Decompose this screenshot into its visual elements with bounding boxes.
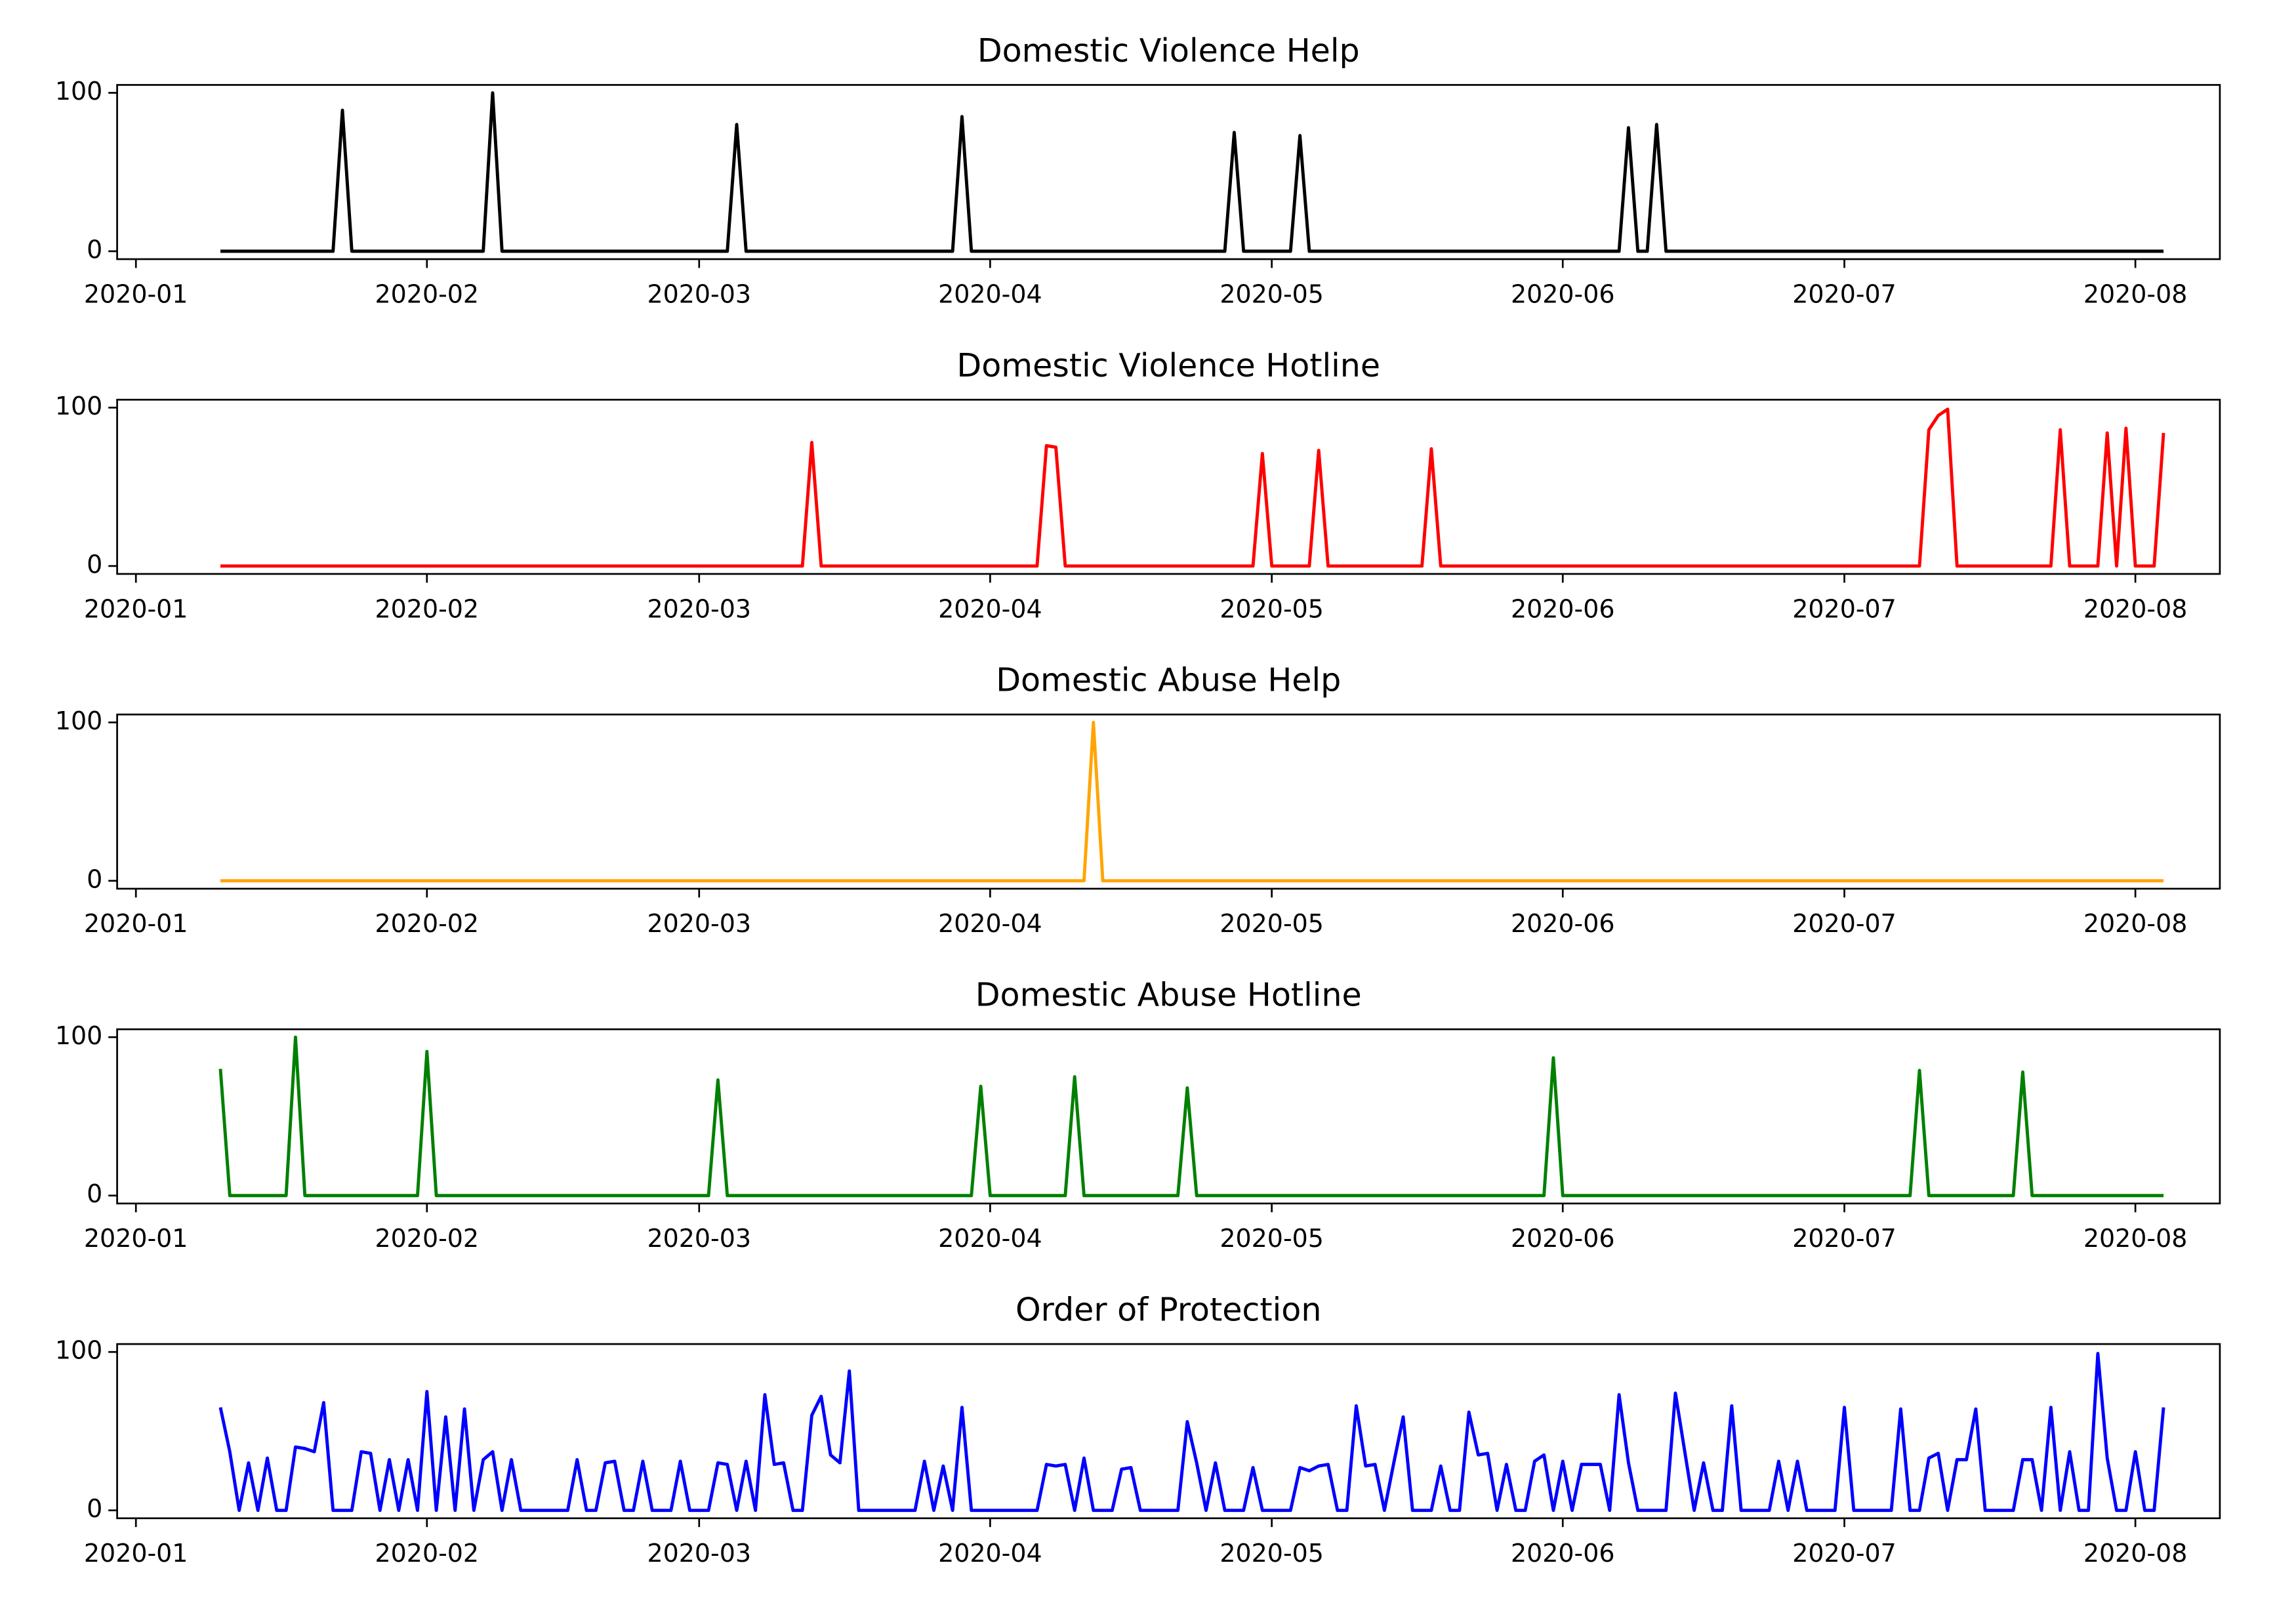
y-tick-label: 0 bbox=[87, 1179, 102, 1208]
x-tick-label: 2020-03 bbox=[647, 909, 752, 938]
x-tick-label: 2020-06 bbox=[1511, 279, 1615, 308]
x-tick-label: 2020-01 bbox=[84, 909, 188, 938]
x-tick-label: 2020-02 bbox=[375, 594, 480, 623]
y-tick-label: 100 bbox=[55, 77, 102, 106]
panel: Domestic Abuse Help 0 100 2020-01 2020-02 202… bbox=[55, 661, 2221, 938]
x-tick-label: 2020-05 bbox=[1220, 594, 1324, 623]
y-tick-label: 0 bbox=[87, 550, 102, 579]
y-tick-label: 100 bbox=[55, 392, 102, 420]
y-tick-label: 100 bbox=[55, 1336, 102, 1365]
x-tick-label: 2020-03 bbox=[647, 594, 752, 623]
x-tick-label: 2020-04 bbox=[938, 1539, 1042, 1568]
x-tick-label: 2020-06 bbox=[1511, 909, 1615, 938]
series-line bbox=[218, 1035, 2164, 1198]
series-line bbox=[220, 407, 2165, 568]
series-line bbox=[220, 720, 2164, 883]
x-tick-label: 2020-07 bbox=[1792, 594, 1896, 623]
x-tick-label: 2020-02 bbox=[375, 909, 480, 938]
panel-title: Order of Protection bbox=[1015, 1290, 1321, 1328]
x-tick-label: 2020-07 bbox=[1792, 1224, 1896, 1253]
x-tick-label: 2020-01 bbox=[84, 279, 188, 308]
x-tick-label: 2020-04 bbox=[938, 594, 1042, 623]
x-tick-label: 2020-05 bbox=[1220, 279, 1324, 308]
y-tick-label: 0 bbox=[87, 865, 102, 893]
y-tick-label: 100 bbox=[55, 1021, 102, 1050]
x-tick-label: 2020-08 bbox=[2083, 1539, 2188, 1568]
panel: Domestic Violence Hotline 0 100 2020-01 2020… bbox=[55, 346, 2221, 623]
plot-frame bbox=[116, 399, 2221, 575]
x-tick-label: 2020-06 bbox=[1511, 1539, 1615, 1568]
x-tick-label: 2020-04 bbox=[938, 1224, 1042, 1253]
x-tick-label: 2020-03 bbox=[647, 1539, 752, 1568]
x-tick-label: 2020-05 bbox=[1220, 1224, 1324, 1253]
plot-frame bbox=[116, 84, 2221, 260]
x-tick-label: 2020-02 bbox=[375, 279, 480, 308]
x-tick-label: 2020-01 bbox=[84, 1224, 188, 1253]
x-tick-label: 2020-06 bbox=[1511, 1224, 1615, 1253]
x-tick-label: 2020-03 bbox=[647, 1224, 752, 1253]
panel-title: Domestic Violence Help bbox=[977, 31, 1360, 70]
x-tick-label: 2020-07 bbox=[1792, 279, 1896, 308]
x-tick-label: 2020-07 bbox=[1792, 909, 1896, 938]
x-tick-label: 2020-05 bbox=[1220, 1539, 1324, 1568]
plot-frame bbox=[116, 1343, 2221, 1520]
x-tick-label: 2020-03 bbox=[647, 279, 752, 308]
panel: Domestic Violence Help 0 100 2020-01 2020-02… bbox=[55, 31, 2221, 308]
series-line bbox=[218, 1352, 2165, 1513]
x-tick-label: 2020-04 bbox=[938, 909, 1042, 938]
x-tick-label: 2020-08 bbox=[2083, 909, 2188, 938]
panel-title: Domestic Violence Hotline bbox=[956, 346, 1380, 384]
x-tick-label: 2020-04 bbox=[938, 279, 1042, 308]
x-tick-label: 2020-06 bbox=[1511, 594, 1615, 623]
y-tick-label: 0 bbox=[87, 235, 102, 264]
plot-frame bbox=[116, 713, 2221, 890]
plot-frame bbox=[116, 1028, 2221, 1205]
x-tick-label: 2020-01 bbox=[84, 594, 188, 623]
panel-title: Domestic Abuse Help bbox=[996, 661, 1341, 699]
panel-title: Domestic Abuse Hotline bbox=[975, 976, 1362, 1014]
y-tick-label: 100 bbox=[55, 706, 102, 735]
x-tick-label: 2020-07 bbox=[1792, 1539, 1896, 1568]
y-tick-label: 0 bbox=[87, 1494, 102, 1523]
x-tick-label: 2020-08 bbox=[2083, 594, 2188, 623]
x-tick-label: 2020-01 bbox=[84, 1539, 188, 1568]
panel: Order of Protection 0 100 2020-01 2020-02 202… bbox=[55, 1290, 2221, 1568]
x-tick-label: 2020-02 bbox=[375, 1224, 480, 1253]
x-tick-label: 2020-02 bbox=[375, 1539, 480, 1568]
x-tick-label: 2020-08 bbox=[2083, 1224, 2188, 1253]
series-line bbox=[220, 91, 2164, 253]
panel: Domestic Abuse Hotline 0 100 2020-01 2020-02… bbox=[55, 976, 2221, 1253]
x-tick-label: 2020-05 bbox=[1220, 909, 1324, 938]
x-tick-label: 2020-08 bbox=[2083, 279, 2188, 308]
